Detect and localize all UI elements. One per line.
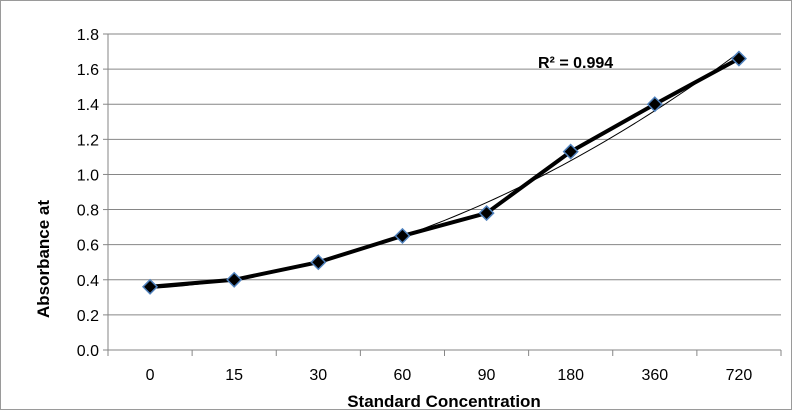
data-point [730,50,747,67]
x-tick-label: 0 [146,367,155,384]
x-axis-title: Standard Concentration [347,392,541,409]
x-tick-label: 180 [557,367,584,384]
x-tick-label: 90 [478,367,496,384]
y-tick-label: 0.0 [77,343,99,360]
trendline [150,52,740,289]
data-point [142,278,159,295]
y-tick-label: 0.4 [77,273,99,290]
x-tick-label: 60 [394,367,412,384]
x-tick-labels: 0 15 30 60 90 180 360 720 [146,367,753,384]
data-point [478,205,495,222]
series-group [142,50,747,295]
data-point [562,143,579,160]
y-tick-label: 1.8 [77,27,99,44]
y-tick-label: 0.6 [77,238,99,255]
y-axis-title: Absorbance at [34,200,53,318]
x-tick-label: 15 [225,367,243,384]
series-line [149,56,740,289]
y-tick-label: 1.0 [77,167,99,184]
data-point [646,96,663,113]
y-axis-ticks [103,33,108,351]
data-point [226,271,243,288]
r-squared-annotation: R² = 0.994 [538,55,613,72]
x-axis-ticks [107,350,782,356]
data-point [394,227,411,244]
y-tick-label: 0.8 [77,203,99,220]
y-tick-label: 1.6 [77,62,99,79]
y-tick-label: 0.2 [77,308,99,325]
y-tick-label: 1.4 [77,97,99,114]
data-point [310,254,327,271]
grid-lines [108,33,781,316]
y-tick-label: 1.2 [77,132,99,149]
x-tick-label: 720 [726,367,753,384]
x-tick-label: 360 [641,367,668,384]
y-tick-labels: 0.0 0.2 0.4 0.6 0.8 1.0 1.2 1.4 1.6 1.8 [77,27,99,360]
x-tick-label: 30 [309,367,327,384]
